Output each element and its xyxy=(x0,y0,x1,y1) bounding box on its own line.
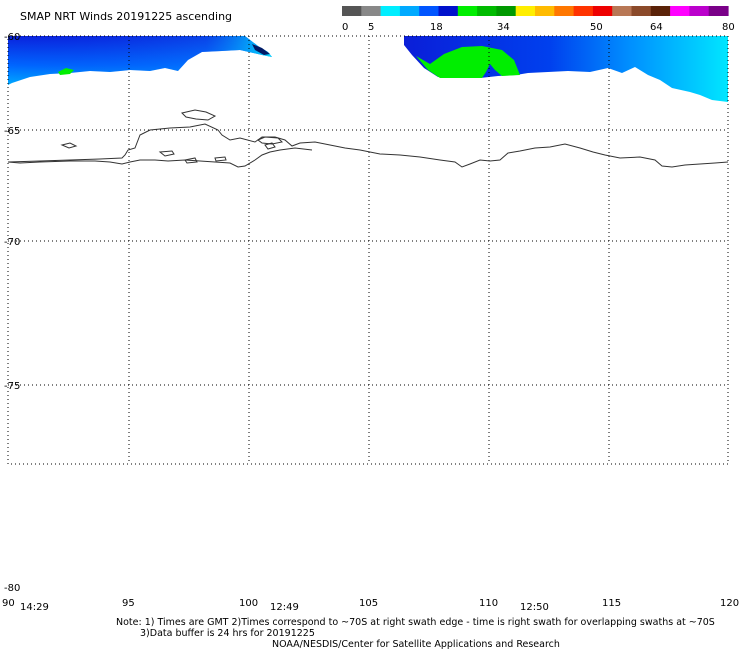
footnotes: Note: 1) Times are GMT 2)Times correspon… xyxy=(116,617,715,650)
latitude-labels: -60 -65 -70 -75 -80 xyxy=(4,32,20,594)
lon-label: 110 xyxy=(479,598,498,609)
colorbar-segment xyxy=(496,6,517,16)
colorbar-tick-label: 0 xyxy=(342,22,348,33)
colorbar-segment xyxy=(670,6,690,16)
lat-label: -70 xyxy=(4,237,20,248)
lat-label: -60 xyxy=(4,32,20,43)
lon-label: 120 xyxy=(720,598,739,609)
colorbar-segment xyxy=(457,6,478,16)
note-line-3: NOAA/NESDIS/Center for Satellite Applica… xyxy=(272,639,560,650)
colorbar-segment xyxy=(592,6,613,16)
colorbar-legend xyxy=(342,6,729,16)
map-title: SMAP NRT Winds 20191225 ascending xyxy=(20,10,232,23)
colorbar-tick-label: 64 xyxy=(650,22,663,33)
colorbar-tick-label: 5 xyxy=(368,22,374,33)
lat-label: -75 xyxy=(4,381,20,392)
swath-time: 12:49 xyxy=(270,602,299,613)
colorbar-segment xyxy=(477,6,497,16)
colorbar-segment xyxy=(573,6,594,16)
colorbar-segment xyxy=(361,6,382,16)
colorbar-segment xyxy=(650,6,671,16)
colorbar-tick-labels: 0 5 18 34 50 64 80 xyxy=(342,22,735,33)
swath-times: 14:29 12:49 12:50 xyxy=(20,602,549,613)
colorbar-segment xyxy=(515,6,536,16)
antarctic-coastline xyxy=(7,109,729,168)
note-line-2: 3)Data buffer is 24 hrs for 20191225 xyxy=(140,628,315,639)
colorbar-tick-label: 18 xyxy=(430,22,443,33)
note-line-1: Note: 1) Times are GMT 2)Times correspon… xyxy=(116,617,715,628)
lon-label: 95 xyxy=(122,598,135,609)
lon-label: 115 xyxy=(602,598,621,609)
lon-label: 90 xyxy=(2,598,15,609)
lat-label: -65 xyxy=(4,126,20,137)
colorbar-segment xyxy=(399,6,420,16)
swath-time: 14:29 xyxy=(20,602,49,613)
longitude-labels: 90 95 100 105 110 115 120 xyxy=(2,598,739,609)
colorbar-segment xyxy=(612,6,633,16)
colorbar-segment xyxy=(380,6,401,16)
wind-swath-right xyxy=(404,36,728,102)
colorbar-segment xyxy=(438,6,459,16)
colorbar-segment xyxy=(689,6,710,16)
colorbar-segment xyxy=(708,6,729,16)
colorbar-tick-label: 80 xyxy=(722,22,735,33)
colorbar-segment xyxy=(419,6,440,16)
colorbar-segment xyxy=(631,6,652,16)
colorbar-segment xyxy=(342,6,362,16)
colorbar-segment xyxy=(535,6,555,16)
wind-swath-left xyxy=(8,36,272,85)
colorbar-tick-label: 50 xyxy=(590,22,603,33)
swath-time: 12:50 xyxy=(520,602,549,613)
lon-label: 100 xyxy=(239,598,258,609)
colorbar-tick-label: 34 xyxy=(497,22,510,33)
lon-label: 105 xyxy=(359,598,378,609)
lat-label: -80 xyxy=(4,583,20,594)
graticule xyxy=(7,35,729,465)
colorbar-segment xyxy=(554,6,575,16)
